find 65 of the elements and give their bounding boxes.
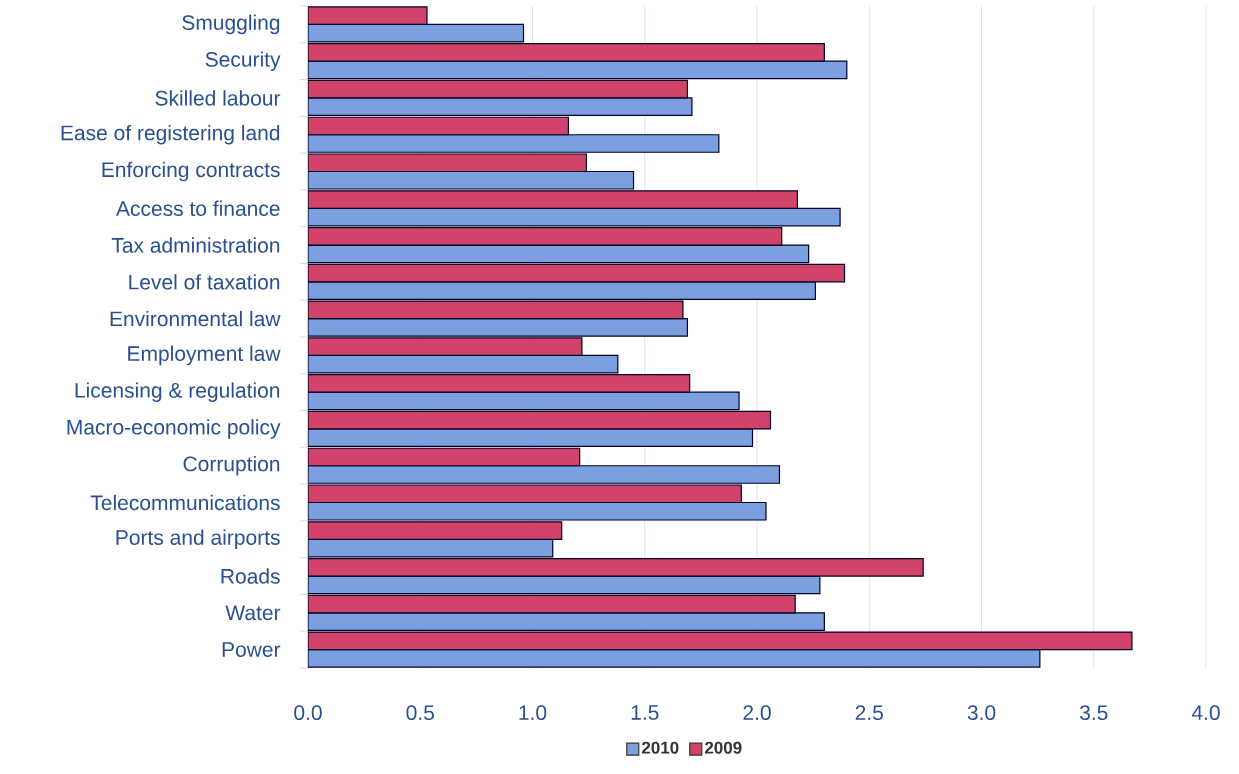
bar [308, 281, 816, 300]
bar [308, 170, 635, 190]
bar [308, 300, 684, 320]
y-tick-label: Water [225, 605, 281, 621]
bar [308, 410, 772, 430]
bar [308, 337, 583, 356]
y-tick-label: Macro-economic policy [67, 419, 281, 439]
y-tick-label: Access to finance [116, 200, 280, 216]
bar [308, 521, 563, 540]
y-tick-label: Ports and airports [116, 529, 280, 550]
y-tick-label: Corruption [183, 455, 280, 476]
bar [308, 374, 691, 393]
bar [308, 354, 619, 374]
y-tick-label: Smuggling [182, 14, 280, 35]
bar [308, 79, 689, 99]
bar [308, 134, 720, 153]
bar [308, 226, 783, 246]
y-tick-label: Level of taxation [129, 274, 280, 290]
x-tick-label: 2.5 [855, 705, 883, 721]
bar [308, 190, 799, 209]
bar [308, 428, 754, 448]
bar [308, 557, 924, 577]
bar [308, 631, 1133, 651]
y-tick-label: Employment law [128, 345, 281, 366]
bar [308, 318, 689, 337]
bar [308, 447, 581, 467]
bar [308, 23, 525, 43]
bar [308, 594, 796, 614]
bar [308, 612, 825, 631]
y-tick-label: Enforcing contracts [102, 161, 280, 182]
bar [308, 575, 821, 595]
bar [308, 153, 587, 173]
legend-label: 2010 [641, 741, 679, 754]
legend-label: 2009 [704, 741, 742, 754]
x-tick-label: 3.5 [1079, 705, 1108, 721]
bar [308, 6, 428, 25]
bar [308, 60, 848, 80]
x-tick-label: 2.0 [743, 705, 771, 721]
y-tick-label: Telecommunications [90, 494, 280, 511]
bar [308, 649, 1041, 668]
y-tick-label: Ease of registering land [61, 124, 280, 145]
x-tick-label: 1.5 [631, 705, 659, 720]
bar [308, 465, 781, 484]
y-tick-label: Environmental law [110, 310, 281, 327]
bar [308, 244, 810, 264]
x-tick-label: 0.5 [406, 705, 434, 721]
bar [308, 207, 841, 227]
bar [308, 43, 825, 62]
bar [308, 501, 767, 521]
y-tick-label: Power [222, 642, 281, 657]
bar [308, 97, 693, 117]
x-tick-label: 4.0 [1191, 705, 1220, 721]
y-tick-label: Tax administration [111, 237, 280, 253]
y-tick-label: Roads [221, 568, 280, 584]
bar [308, 391, 740, 411]
bar [308, 263, 846, 283]
bar [308, 538, 554, 558]
x-tick-label: 0.0 [294, 705, 322, 721]
bar [308, 116, 570, 136]
x-tick-label: 1.0 [519, 705, 547, 721]
y-tick-label: Security [205, 51, 281, 71]
y-tick-label: Skilled labour [155, 90, 281, 106]
y-tick-label: Licensing & regulation [75, 382, 280, 402]
bar [308, 484, 742, 504]
x-tick-label: 3.0 [967, 705, 996, 721]
